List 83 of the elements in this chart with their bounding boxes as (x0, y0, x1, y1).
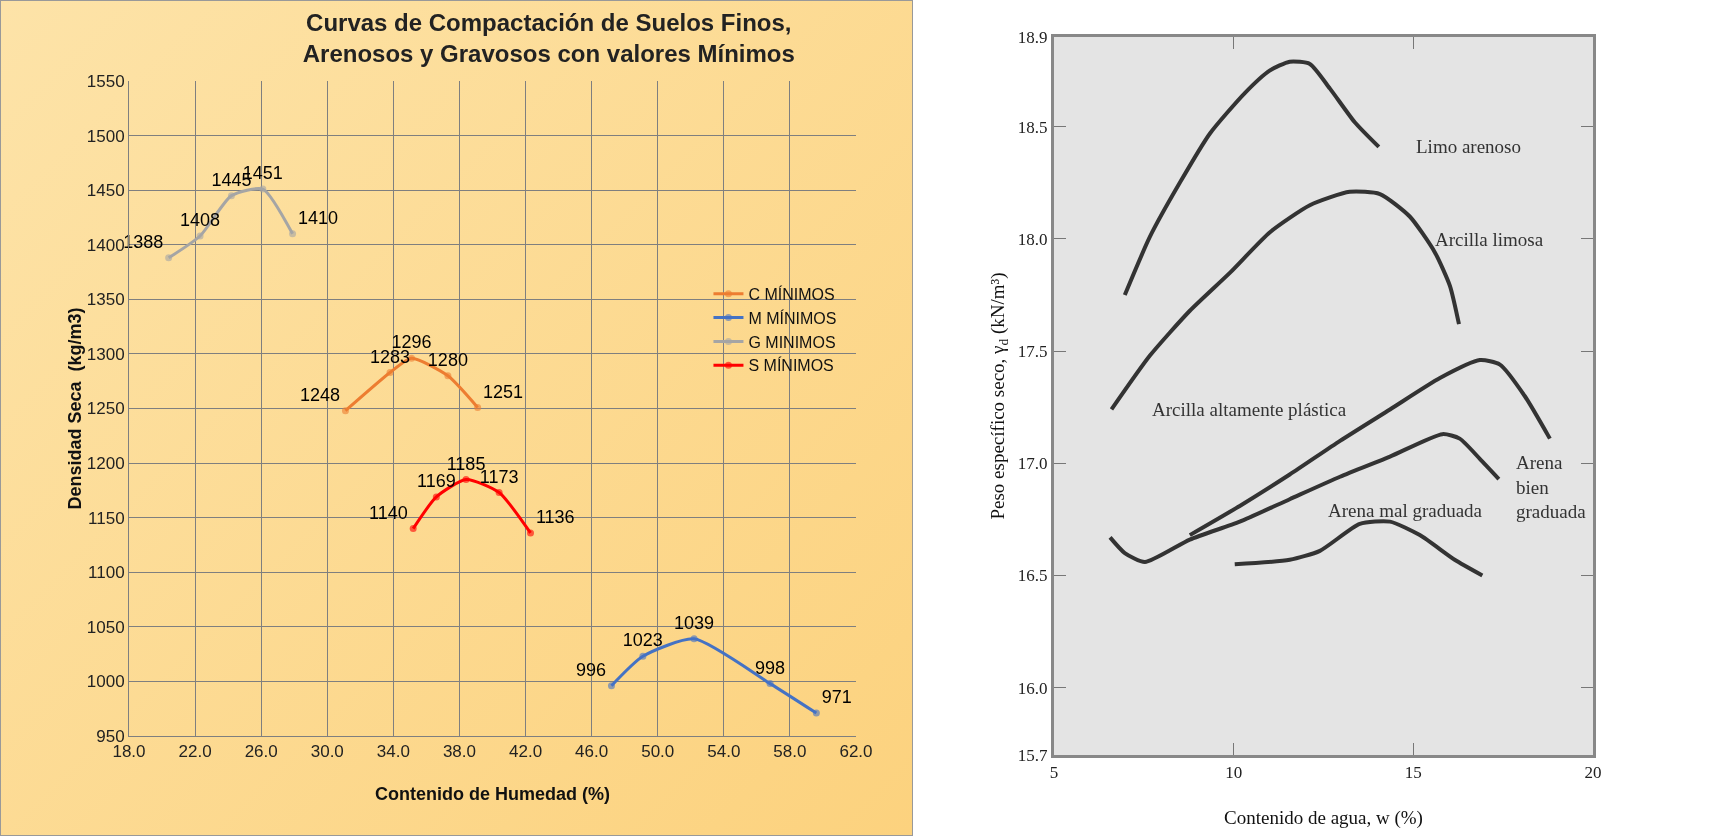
point (227, 192, 235, 200)
point (289, 230, 297, 238)
y-tick-label: 1450 (86, 181, 125, 201)
x-tick-label: 10 (1225, 763, 1243, 783)
y-tick-label: 18.9 (1017, 27, 1048, 47)
x-tick-label: 34.0 (376, 742, 410, 762)
data-label: 1408 (180, 210, 221, 231)
line-series (1122, 59, 1381, 298)
x-tick-label: 5 (1049, 763, 1059, 783)
point (196, 232, 204, 240)
x-axis-title: Contenido de agua, w (%) (1224, 807, 1423, 829)
x-tick-label: 38.0 (442, 742, 476, 762)
y-tick-label: 1150 (88, 508, 125, 528)
point (165, 254, 173, 262)
y-tick-label: 1250 (86, 399, 125, 419)
y-tick-label: 18.0 (1017, 229, 1048, 249)
point (766, 680, 774, 688)
y-tick-label: 17.0 (1017, 454, 1048, 474)
y-tick-label: 16.0 (1017, 678, 1048, 698)
x-tick-label: 30.0 (310, 742, 344, 762)
point (690, 635, 698, 643)
point (432, 493, 440, 501)
line-series (1232, 519, 1485, 578)
y-tick-label: 15.7 (1017, 745, 1049, 765)
data-label: 1023 (622, 630, 663, 651)
y-tick-label: 1350 (86, 290, 125, 310)
y-tick-label: 1500 (86, 126, 125, 146)
x-axis-title: Contenido de Humedad (%) (375, 784, 610, 804)
y-tick-label: 1200 (86, 454, 125, 474)
point (259, 185, 267, 193)
x-tick-label: 54.0 (707, 742, 741, 762)
series-label: Arcilla altamente plástica (1152, 399, 1347, 420)
legend-label: M MÍNIMOS (748, 308, 837, 327)
y-axis-title: Densidad Seca (kg/m3) (64, 307, 85, 510)
legend-label: C MÍNIMOS (748, 285, 835, 304)
point (527, 529, 534, 537)
data-label: 996 (576, 659, 607, 680)
x-tick-label: 62.0 (839, 742, 873, 762)
data-label: 1136 (535, 507, 575, 528)
series-label: Arena mal graduada (1328, 500, 1483, 521)
x-tick-label: 20 (1584, 763, 1602, 783)
series-label: Arcilla limosa (1435, 229, 1544, 250)
y-tick-label: 1100 (88, 563, 125, 583)
line-series (165, 185, 297, 262)
x-tick-label: 50.0 (641, 742, 675, 762)
point (386, 368, 394, 376)
data-label: 1039 (674, 612, 715, 633)
y-tick-label: 17.5 (1017, 342, 1048, 362)
point (444, 372, 452, 380)
chart-title: Curvas de Compactación de Suelos Finos, Arenosos y Gravosos con valores Mínimos (302, 9, 795, 68)
series-label: Arena bien graduada (1516, 452, 1587, 523)
data-label: 1140 (369, 502, 408, 523)
x-tick-label: 26.0 (244, 742, 278, 762)
x-tick-label: 42.0 (509, 742, 543, 762)
data-label: 1410 (297, 207, 338, 228)
point (607, 682, 615, 690)
data-label: 1280 (427, 349, 468, 370)
data-label: 1248 (300, 384, 341, 405)
y-tick-label: 1550 (86, 71, 125, 91)
x-tick-label: 22.0 (178, 742, 212, 762)
point (462, 475, 470, 483)
series-label: Limo arenoso (1416, 136, 1522, 157)
point (495, 489, 503, 497)
y-tick-label: 1300 (86, 344, 125, 364)
point (639, 652, 647, 660)
point (474, 403, 482, 411)
y-tick-label: 1000 (86, 672, 125, 692)
y-tick-label: 16.5 (1017, 566, 1048, 586)
point (409, 525, 417, 533)
point (341, 407, 349, 415)
y-tick-label: 18.5 (1017, 117, 1048, 137)
x-tick-label: 46.0 (575, 742, 609, 762)
data-label: 1251 (483, 381, 524, 402)
point (812, 709, 820, 717)
y-tick-label: 1050 (86, 617, 125, 637)
legend-label: S MÍNIMOS (748, 356, 834, 375)
x-tick-label: 15 (1404, 763, 1422, 783)
data-label: 1169 (416, 471, 456, 492)
y-tick-label: 1400 (86, 235, 125, 255)
data-label: 998 (755, 657, 786, 678)
legend-label: G MINIMOS (748, 333, 836, 351)
x-tick-label: 58.0 (773, 742, 807, 762)
data-label: 971 (821, 687, 852, 708)
